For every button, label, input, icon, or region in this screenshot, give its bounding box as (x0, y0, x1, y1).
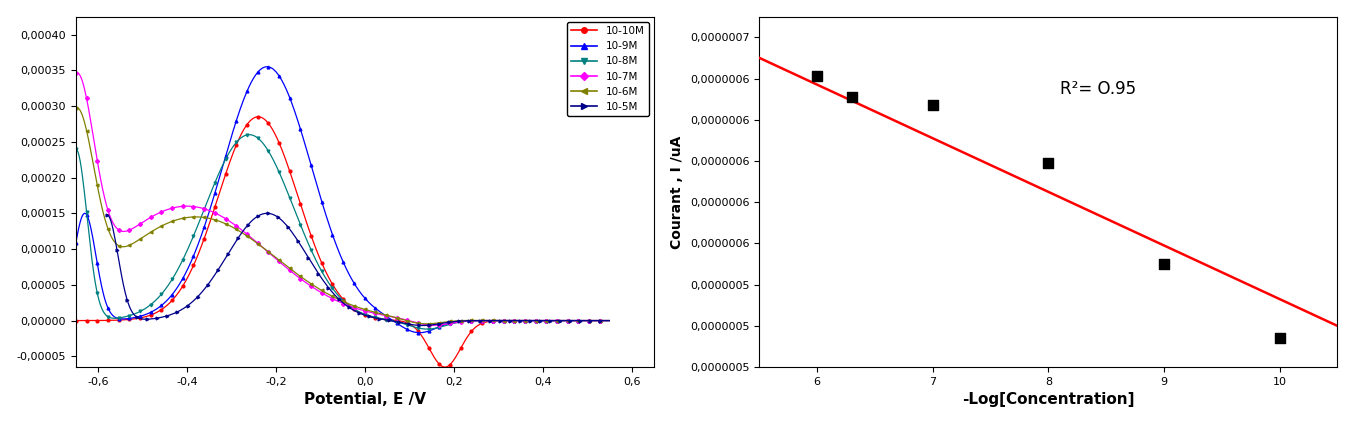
10-7M (68, 71, 84, 76)
10-9M (590, 318, 607, 323)
10-5M (99, 212, 115, 217)
10-6M (357, 307, 374, 312)
Point (1269, 335, 1290, 342)
10-5M (338, 303, 355, 308)
10-6M (322, 293, 338, 298)
10-7M (386, 315, 402, 320)
Y-axis label: Courant , I /uA: Courant , I /uA (670, 135, 685, 248)
10-8M (386, 319, 402, 324)
Point (1037, 159, 1059, 166)
10-9M (386, 319, 402, 324)
10-5M (592, 318, 608, 323)
Point (1154, 261, 1175, 268)
10-8M (357, 312, 374, 317)
10-10M (322, 278, 338, 283)
10-8M (322, 283, 338, 288)
10-6M (601, 318, 617, 323)
10-6M (325, 294, 341, 299)
10-9M (322, 226, 338, 231)
10-5M (399, 321, 416, 326)
10-10M (357, 312, 374, 318)
10-9M (601, 318, 617, 323)
10-5M (341, 305, 357, 310)
10-7M (601, 318, 617, 323)
Text: R²= O.95: R²= O.95 (1060, 80, 1136, 98)
10-5M (513, 318, 529, 323)
10-10M (386, 318, 402, 323)
10-10M (590, 318, 607, 323)
10-7M (325, 297, 341, 302)
10-10M (436, 365, 452, 370)
10-7M (590, 318, 607, 323)
10-8M (68, 146, 84, 151)
Line: 10-10M: 10-10M (74, 115, 611, 368)
10-10M (68, 318, 84, 323)
10-8M (420, 326, 436, 332)
Line: 10-5M: 10-5M (106, 212, 611, 327)
10-8M (241, 132, 257, 137)
10-9M (412, 330, 428, 335)
10-10M (249, 114, 265, 119)
10-9M (259, 64, 275, 69)
10-7M (69, 70, 85, 75)
10-7M (322, 295, 338, 300)
Point (807, 73, 829, 80)
10-10M (601, 318, 617, 323)
Legend: 10-10M, 10-9M, 10-8M, 10-7M, 10-6M, 10-5M: 10-10M, 10-9M, 10-8M, 10-7M, 10-6M, 10-5… (567, 22, 649, 116)
10-5M (414, 323, 431, 328)
10-6M (68, 106, 84, 111)
10-8M (601, 318, 617, 323)
10-7M (357, 309, 374, 314)
10-5M (601, 318, 617, 323)
X-axis label: -Log[Concentration]: -Log[Concentration] (963, 392, 1135, 407)
10-6M (590, 318, 607, 323)
X-axis label: Potential, E /V: Potential, E /V (303, 392, 427, 407)
10-9M (325, 235, 341, 240)
Line: 10-7M: 10-7M (74, 71, 611, 326)
10-9M (68, 240, 84, 245)
10-6M (386, 315, 402, 320)
10-5M (372, 316, 389, 321)
10-8M (508, 318, 524, 323)
10-7M (508, 318, 524, 323)
10-8M (590, 318, 607, 323)
10-10M (325, 284, 341, 289)
Point (922, 102, 944, 109)
Line: 10-6M: 10-6M (74, 106, 611, 325)
10-6M (418, 321, 435, 326)
10-8M (325, 287, 341, 292)
10-6M (508, 318, 524, 323)
10-9M (508, 318, 524, 323)
10-10M (508, 318, 524, 323)
Line: 10-8M: 10-8M (74, 133, 611, 330)
10-6M (69, 105, 85, 110)
10-9M (357, 296, 374, 301)
10-5M (259, 211, 275, 216)
10-7M (427, 323, 443, 328)
Point (841, 94, 862, 100)
Line: 10-9M: 10-9M (74, 65, 611, 334)
